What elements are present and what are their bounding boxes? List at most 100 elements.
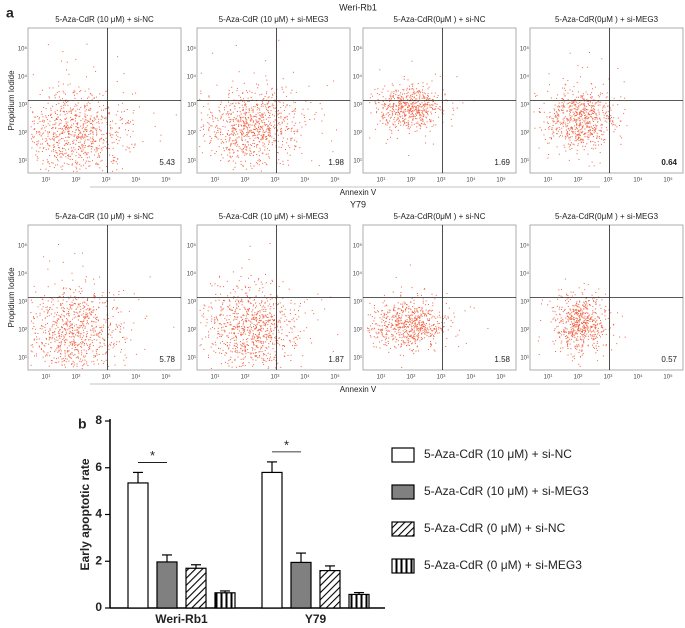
dot [246,147,247,148]
dot [45,330,46,331]
dot [258,134,259,135]
dot [263,309,264,310]
dot [83,153,84,154]
dot [258,279,259,280]
dot [420,120,421,121]
dot [252,132,253,133]
dot [221,336,222,337]
dot [70,325,71,326]
dot [88,97,89,98]
dot [272,105,273,106]
dot [552,120,553,121]
dot [232,131,233,132]
dot [596,113,597,114]
dot [215,294,216,295]
dot [235,144,236,145]
dot [393,105,394,106]
dot [86,334,87,335]
dot [277,296,278,297]
dot [382,116,383,117]
dot [415,109,416,110]
dot [578,134,579,135]
dot [279,113,280,114]
dot [108,318,109,319]
dot [65,156,66,157]
dot [223,148,224,149]
dot [382,92,383,93]
dot [258,337,259,338]
dot [415,131,416,132]
dot [125,123,126,124]
dot [417,112,418,113]
dot [86,363,87,364]
dot [580,113,581,114]
dot [418,83,419,84]
dot [238,157,239,158]
dot [415,102,416,103]
y-tick-label: 10⁵ [187,46,197,53]
dot [129,148,130,149]
dot [549,129,550,130]
dot [574,120,575,121]
dot [235,351,236,352]
dot [393,93,394,94]
dot [80,311,81,312]
dot [221,307,222,308]
dot [582,67,583,68]
dot [50,330,51,331]
dot [333,351,334,352]
x-axis-label: Annexin V [340,385,377,394]
dot [67,105,68,106]
dot [55,322,56,323]
dot [414,324,415,325]
dot [86,120,87,121]
dot [84,306,85,307]
dot [50,115,51,116]
dot [65,119,66,120]
dot [263,354,264,355]
dot [283,78,284,79]
dot [87,105,88,106]
dot [36,356,37,357]
dot [592,113,593,114]
dot [388,324,389,325]
dot [242,101,243,102]
dot [119,128,120,129]
dot [81,151,82,152]
dot [437,317,438,318]
dot [260,349,261,350]
dot [95,318,96,319]
dot [396,112,397,113]
dot [251,311,252,312]
dot [549,126,550,127]
dot [294,348,295,349]
dot [78,102,79,103]
dot [407,99,408,100]
dot [617,68,618,69]
dot [48,134,49,135]
dot [246,353,247,354]
dot [233,313,234,314]
dot [589,166,590,167]
dot [383,316,384,317]
dot [545,129,546,130]
dot [266,109,267,110]
dot [304,115,305,116]
dot [414,91,415,92]
dot [122,337,123,338]
dot [124,322,125,323]
dot [253,122,254,123]
dot [90,123,91,124]
dot [101,360,102,361]
dot [259,131,260,132]
dot [249,259,250,260]
dot [425,93,426,94]
dot [248,345,249,346]
dot [86,309,87,310]
dot [419,318,420,319]
dot [102,346,103,347]
dot [62,148,63,149]
dot [421,339,422,340]
dot [49,309,50,310]
dot [200,93,201,94]
